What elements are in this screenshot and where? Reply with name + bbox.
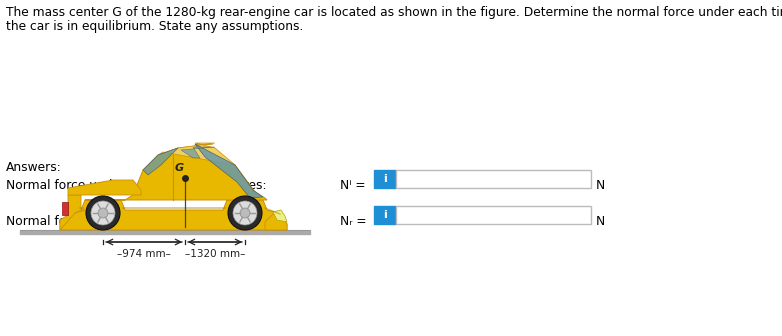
Text: Answers:: Answers:	[6, 161, 62, 174]
Text: i: i	[383, 174, 387, 184]
Circle shape	[228, 196, 262, 230]
Text: –974 mm–: –974 mm–	[117, 249, 171, 259]
Polygon shape	[60, 195, 81, 230]
FancyBboxPatch shape	[374, 206, 396, 224]
Text: Normal force under each of the front tires:: Normal force under each of the front tir…	[6, 179, 267, 192]
Text: Normal force under each of the rear tires:: Normal force under each of the rear tire…	[6, 215, 262, 228]
Circle shape	[86, 196, 120, 230]
Text: Nⁱ =: Nⁱ =	[340, 179, 365, 192]
Circle shape	[91, 201, 115, 225]
Polygon shape	[158, 143, 235, 165]
Text: N: N	[596, 179, 605, 192]
Polygon shape	[68, 180, 141, 195]
Circle shape	[240, 208, 250, 218]
Text: The mass center G of the 1280-kg rear-engine car is located as shown in the figu: The mass center G of the 1280-kg rear-en…	[6, 6, 782, 19]
Polygon shape	[195, 144, 263, 198]
Polygon shape	[62, 202, 68, 215]
Circle shape	[98, 208, 108, 218]
Polygon shape	[85, 144, 267, 200]
Polygon shape	[181, 147, 215, 158]
Text: i: i	[383, 210, 387, 220]
Polygon shape	[143, 148, 178, 175]
FancyBboxPatch shape	[374, 170, 396, 188]
Text: Nᵣ =: Nᵣ =	[340, 215, 367, 228]
Text: N: N	[596, 215, 605, 228]
Text: G: G	[175, 163, 184, 173]
FancyBboxPatch shape	[396, 206, 591, 224]
Polygon shape	[265, 214, 287, 230]
Text: the car is in equilibrium. State any assumptions.: the car is in equilibrium. State any ass…	[6, 20, 303, 33]
Polygon shape	[60, 200, 287, 230]
FancyBboxPatch shape	[396, 170, 591, 188]
Polygon shape	[273, 210, 287, 222]
Circle shape	[233, 201, 257, 225]
Text: –1320 mm–: –1320 mm–	[185, 249, 246, 259]
